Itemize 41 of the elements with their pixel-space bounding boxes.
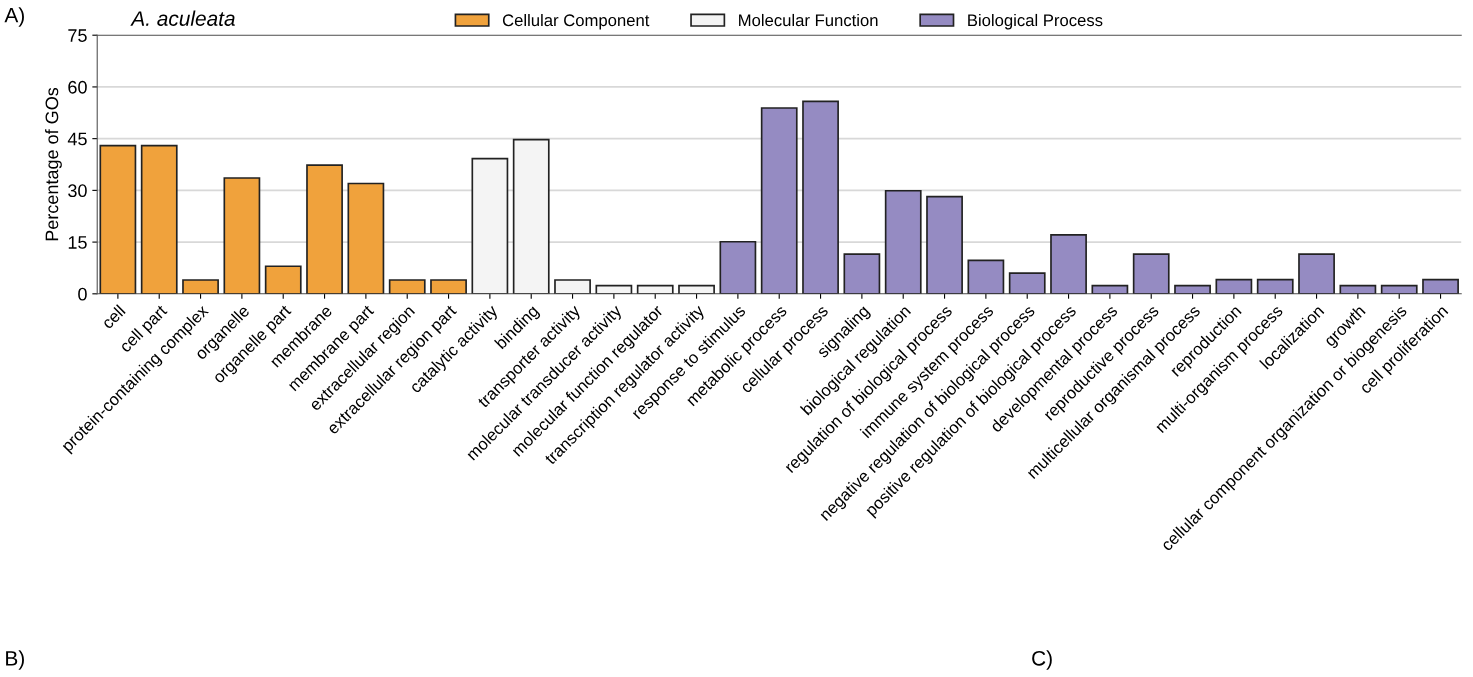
bar	[388, 279, 426, 294]
legend-label: Molecular Function	[739, 13, 878, 27]
bar	[1050, 234, 1087, 294]
bar	[223, 177, 261, 294]
bar	[760, 107, 798, 294]
y-tick-label: 30	[68, 184, 87, 198]
bar	[1132, 253, 1170, 294]
y-tick-label: 15	[68, 236, 87, 249]
text: C)	[1032, 650, 1052, 670]
bar	[512, 138, 550, 294]
bar	[967, 259, 1005, 294]
bar	[554, 279, 591, 294]
bar	[140, 144, 178, 294]
bar	[1298, 253, 1335, 294]
bar	[347, 182, 385, 294]
text: B)	[6, 650, 24, 670]
bar	[843, 253, 881, 294]
y-tick-label: 60	[68, 80, 87, 94]
text: A)	[4, 7, 24, 27]
bar	[1422, 278, 1459, 294]
legend-label: Biological Process	[968, 13, 1103, 30]
chart-title: A. aculeata	[130, 10, 235, 26]
bar	[471, 157, 509, 294]
y-tick-label: 0	[78, 287, 87, 301]
bar	[430, 279, 467, 294]
y-tick-label: 75	[68, 29, 87, 42]
bar	[1008, 272, 1046, 294]
bar	[306, 164, 343, 294]
bar	[802, 100, 839, 294]
legend-label: Cellular Component	[502, 13, 650, 30]
bar	[182, 279, 219, 294]
bar	[884, 189, 922, 294]
bar	[926, 195, 963, 294]
y-axis-title: Percentage of GOs	[45, 87, 62, 241]
bar	[1256, 278, 1294, 294]
bar	[1215, 278, 1253, 294]
bar	[264, 265, 302, 294]
bar	[99, 144, 137, 294]
bar	[719, 240, 757, 294]
x-tick-label: cell	[100, 304, 126, 330]
y-tick-label: 45	[67, 132, 87, 146]
